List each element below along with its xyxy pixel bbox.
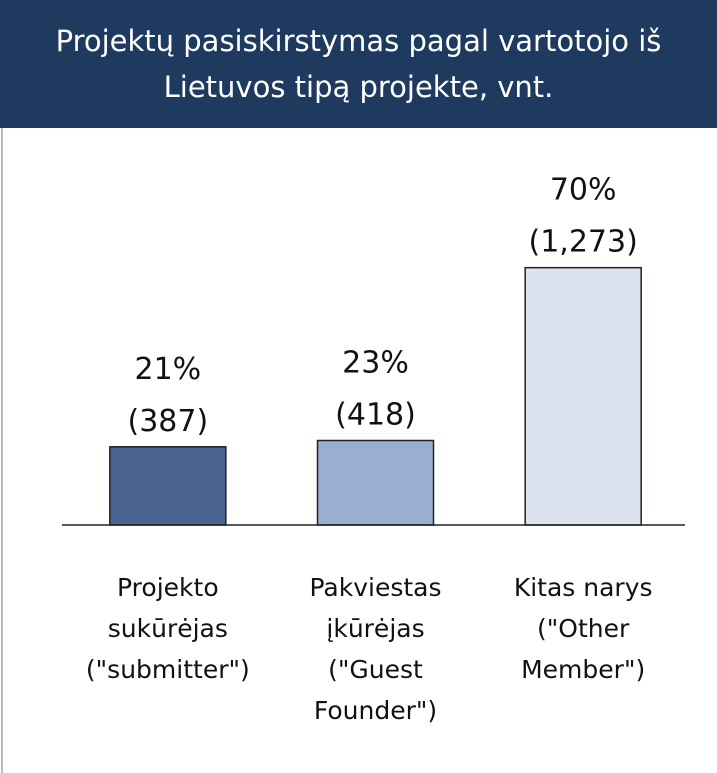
x-tick-label: ("Other	[537, 614, 630, 643]
x-tick-label: Pakviestas	[309, 573, 441, 602]
bar	[524, 266, 642, 526]
share-label: 21%	[134, 352, 201, 387]
x-tick-label: Founder")	[314, 696, 437, 725]
x-tick-label: Member")	[521, 655, 645, 684]
x-tick-label: ("submitter")	[86, 655, 250, 684]
x-tick-label: Kitas narys	[514, 573, 653, 602]
x-tick-label: Projekto	[117, 573, 219, 602]
x-tick-label: ("Guest	[328, 655, 423, 684]
bar	[109, 446, 227, 526]
share-label: 23%	[342, 346, 409, 381]
value-label: (1,273)	[529, 225, 638, 260]
share-label: 70%	[550, 173, 617, 208]
value-label: (418)	[335, 398, 416, 433]
x-tick-label: įkūrėjas	[326, 614, 424, 643]
chart-title: Projektų pasiskirstymas pagal vartotojo …	[0, 0, 717, 128]
value-label: (387)	[127, 404, 208, 439]
x-tick-label: sukūrėjas	[108, 614, 228, 643]
bar	[316, 439, 435, 526]
